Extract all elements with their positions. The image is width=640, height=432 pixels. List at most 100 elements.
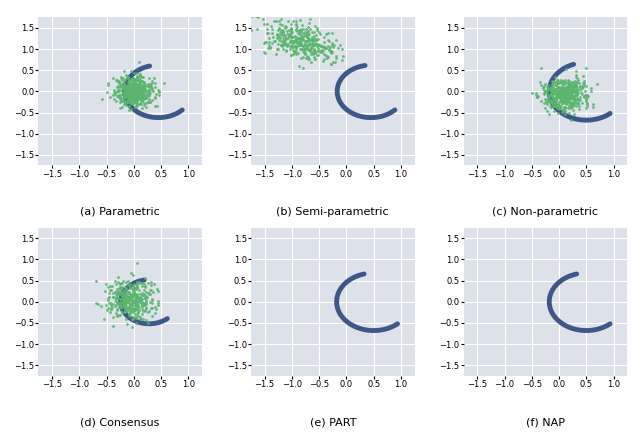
Point <box>144 87 154 94</box>
Point <box>570 87 580 94</box>
Point <box>554 91 564 98</box>
Point <box>309 47 319 54</box>
Point <box>130 305 140 312</box>
Point <box>532 94 542 101</box>
Point <box>555 97 565 104</box>
Point <box>128 83 138 90</box>
Point <box>297 32 307 39</box>
Point <box>159 79 169 86</box>
Point <box>572 85 582 92</box>
Point <box>564 102 574 109</box>
Point <box>131 98 141 105</box>
Point <box>116 86 126 93</box>
Point <box>133 293 143 300</box>
Point <box>137 105 147 111</box>
Point <box>145 92 155 99</box>
Point <box>130 80 140 87</box>
Point <box>278 29 289 36</box>
Point <box>127 88 137 95</box>
Point <box>566 116 576 123</box>
Point <box>111 280 121 287</box>
Point <box>305 40 316 47</box>
Point <box>140 302 150 309</box>
Point <box>337 53 348 60</box>
Point <box>126 76 136 83</box>
Point <box>557 95 568 102</box>
Point <box>150 83 160 90</box>
Point <box>312 51 323 58</box>
Point <box>552 88 563 95</box>
Point <box>128 80 138 87</box>
Point <box>551 94 561 101</box>
Point <box>127 85 138 92</box>
Point <box>556 76 566 83</box>
Point <box>132 278 142 285</box>
Point <box>312 41 323 48</box>
Point <box>294 34 304 41</box>
Point <box>292 35 302 42</box>
Point <box>132 88 143 95</box>
Point <box>115 300 125 307</box>
Point <box>564 93 574 100</box>
Point <box>124 303 134 310</box>
Point <box>327 48 337 55</box>
Point <box>575 96 585 103</box>
Point <box>555 94 565 101</box>
Point <box>291 48 301 55</box>
Point <box>143 98 153 105</box>
Point <box>125 79 136 86</box>
Point <box>118 84 129 91</box>
Point <box>127 85 137 92</box>
Point <box>561 100 572 107</box>
Point <box>143 92 154 99</box>
Point <box>125 292 135 299</box>
Point <box>116 98 127 105</box>
Point <box>132 98 142 105</box>
Point <box>284 32 294 39</box>
Point <box>129 305 140 312</box>
Point <box>118 85 128 92</box>
Point <box>565 86 575 93</box>
Point <box>125 285 136 292</box>
Point <box>262 30 273 37</box>
Point <box>564 91 575 98</box>
Point <box>552 90 563 97</box>
Point <box>312 42 322 49</box>
Point <box>303 41 314 48</box>
Point <box>558 89 568 95</box>
Point <box>546 91 556 98</box>
Point <box>120 98 130 105</box>
Point <box>126 93 136 100</box>
Point <box>136 297 146 304</box>
Point <box>570 97 580 104</box>
Point <box>113 311 124 318</box>
Point <box>131 82 141 89</box>
Point <box>553 77 563 84</box>
Point <box>93 301 103 308</box>
Point <box>579 83 589 90</box>
Point <box>141 92 152 99</box>
Point <box>552 84 563 91</box>
Point <box>556 92 566 99</box>
Point <box>146 286 156 293</box>
Point <box>99 316 109 323</box>
Point <box>564 99 575 106</box>
Point <box>137 95 147 102</box>
Point <box>132 95 143 102</box>
Point <box>118 297 129 304</box>
Point <box>141 304 151 311</box>
Point <box>319 51 330 58</box>
Point <box>129 97 140 104</box>
Point <box>132 282 142 289</box>
Point <box>559 92 569 99</box>
Point <box>567 84 577 91</box>
Point <box>266 23 276 30</box>
Point <box>131 84 141 91</box>
Point <box>142 290 152 297</box>
Point <box>101 280 111 287</box>
Point <box>127 79 137 86</box>
Point <box>110 88 120 95</box>
Point <box>126 105 136 112</box>
Point <box>125 292 136 299</box>
Point <box>557 96 568 103</box>
